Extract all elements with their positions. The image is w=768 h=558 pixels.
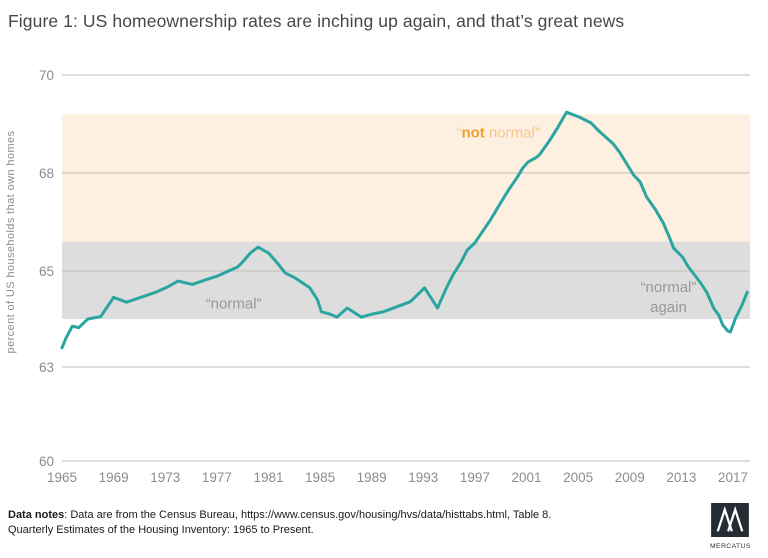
y-tick-70: 70 xyxy=(39,68,54,83)
x-tick-1989: 1989 xyxy=(357,470,387,485)
x-tick-2001: 2001 xyxy=(512,470,542,485)
x-tick-2009: 2009 xyxy=(615,470,645,485)
logo-right-peak xyxy=(727,505,744,532)
y-tick-63: 63 xyxy=(39,360,54,375)
x-tick-2005: 2005 xyxy=(563,470,593,485)
x-tick-1981: 1981 xyxy=(253,470,283,485)
logo-background xyxy=(711,503,749,537)
mercatus-logo-icon xyxy=(711,503,749,537)
x-tick-1997: 1997 xyxy=(460,470,490,485)
homeownership-chart: percent of US households that own homes … xyxy=(5,68,750,485)
y-axis-title: percent of US households that own homes xyxy=(5,130,17,353)
data-notes: Data notes: Data are from the Census Bur… xyxy=(8,508,553,538)
normal-label: “normal” xyxy=(206,295,262,312)
normal-again-label: “normal” again xyxy=(641,279,697,316)
not-normal-band xyxy=(62,114,750,242)
data-notes-label: Data notes xyxy=(8,509,65,521)
not-normal-label: “not normal” xyxy=(456,125,539,142)
x-tick-1965: 1965 xyxy=(47,470,77,485)
y-tick-60: 60 xyxy=(39,454,54,469)
data-notes-text: : Data are from the Census Bureau, https… xyxy=(8,509,552,536)
x-tick-2013: 2013 xyxy=(666,470,696,485)
x-tick-1969: 1969 xyxy=(99,470,129,485)
figure-title: Figure 1: US homeownership rates are inc… xyxy=(8,11,625,31)
x-tick-2017: 2017 xyxy=(718,470,748,485)
mercatus-logo-text: MERCATUS xyxy=(710,543,751,550)
y-tick-65: 65 xyxy=(39,264,54,279)
x-tick-1977: 1977 xyxy=(202,470,232,485)
homeownership-line xyxy=(60,110,749,350)
y-tick-68: 68 xyxy=(39,166,54,181)
x-tick-1973: 1973 xyxy=(150,470,180,485)
x-tick-1985: 1985 xyxy=(305,470,335,485)
mercatus-logo: MERCATUS xyxy=(710,503,750,550)
x-tick-1993: 1993 xyxy=(408,470,438,485)
